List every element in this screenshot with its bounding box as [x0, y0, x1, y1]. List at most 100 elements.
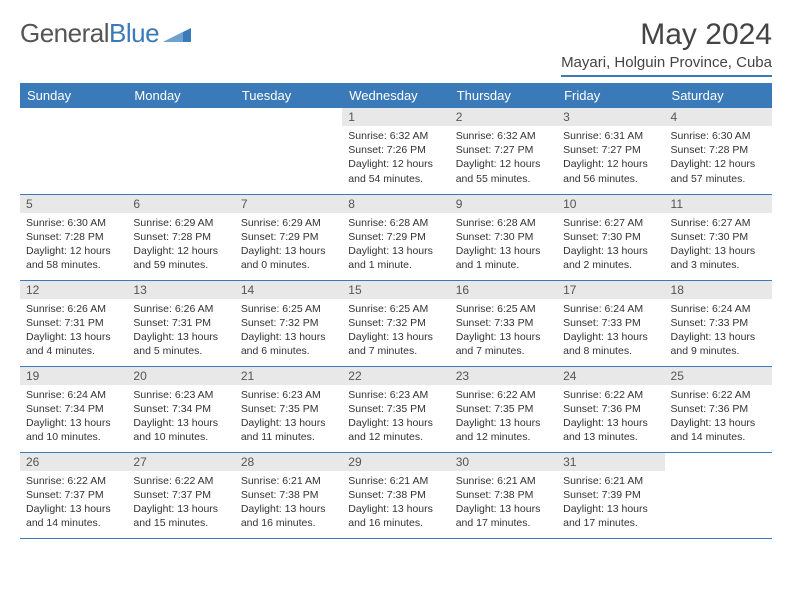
daylight-text-1: Daylight: 13 hours: [563, 330, 658, 344]
calendar-cell: [127, 108, 234, 194]
weekday-header: Thursday: [450, 83, 557, 108]
daylight-text-2: and 54 minutes.: [348, 172, 443, 186]
weekday-header: Tuesday: [235, 83, 342, 108]
daylight-text-2: and 0 minutes.: [241, 258, 336, 272]
daylight-text-1: Daylight: 13 hours: [133, 330, 228, 344]
sunset-text: Sunset: 7:33 PM: [671, 316, 766, 330]
calendar-cell: 20Sunrise: 6:23 AMSunset: 7:34 PMDayligh…: [127, 366, 234, 452]
daylight-text-2: and 55 minutes.: [456, 172, 551, 186]
day-number: 23: [450, 367, 557, 385]
calendar-week: 1Sunrise: 6:32 AMSunset: 7:26 PMDaylight…: [20, 108, 772, 194]
daylight-text-2: and 11 minutes.: [241, 430, 336, 444]
sunset-text: Sunset: 7:26 PM: [348, 143, 443, 157]
day-content: Sunrise: 6:31 AMSunset: 7:27 PMDaylight:…: [557, 126, 664, 189]
calendar-cell: 9Sunrise: 6:28 AMSunset: 7:30 PMDaylight…: [450, 194, 557, 280]
daylight-text-1: Daylight: 13 hours: [348, 502, 443, 516]
sunset-text: Sunset: 7:36 PM: [671, 402, 766, 416]
day-number: 9: [450, 195, 557, 213]
day-number: 27: [127, 453, 234, 471]
logo: GeneralBlue: [20, 18, 191, 49]
day-content: Sunrise: 6:26 AMSunset: 7:31 PMDaylight:…: [127, 299, 234, 362]
day-content: Sunrise: 6:21 AMSunset: 7:38 PMDaylight:…: [235, 471, 342, 534]
daylight-text-2: and 58 minutes.: [26, 258, 121, 272]
weekday-header: Monday: [127, 83, 234, 108]
day-content: Sunrise: 6:29 AMSunset: 7:28 PMDaylight:…: [127, 213, 234, 276]
sunset-text: Sunset: 7:32 PM: [241, 316, 336, 330]
daylight-text-2: and 10 minutes.: [26, 430, 121, 444]
sunrise-text: Sunrise: 6:22 AM: [456, 388, 551, 402]
sunset-text: Sunset: 7:31 PM: [26, 316, 121, 330]
calendar-cell: 19Sunrise: 6:24 AMSunset: 7:34 PMDayligh…: [20, 366, 127, 452]
calendar-cell: 3Sunrise: 6:31 AMSunset: 7:27 PMDaylight…: [557, 108, 664, 194]
sunset-text: Sunset: 7:37 PM: [26, 488, 121, 502]
calendar-week: 19Sunrise: 6:24 AMSunset: 7:34 PMDayligh…: [20, 366, 772, 452]
calendar-cell: 7Sunrise: 6:29 AMSunset: 7:29 PMDaylight…: [235, 194, 342, 280]
sunset-text: Sunset: 7:34 PM: [26, 402, 121, 416]
day-content: Sunrise: 6:24 AMSunset: 7:34 PMDaylight:…: [20, 385, 127, 448]
calendar-head: SundayMondayTuesdayWednesdayThursdayFrid…: [20, 83, 772, 108]
daylight-text-1: Daylight: 13 hours: [26, 502, 121, 516]
day-number: 24: [557, 367, 664, 385]
day-number: 26: [20, 453, 127, 471]
day-number: 3: [557, 108, 664, 126]
sunrise-text: Sunrise: 6:29 AM: [133, 216, 228, 230]
daylight-text-1: Daylight: 13 hours: [241, 244, 336, 258]
daylight-text-2: and 17 minutes.: [456, 516, 551, 530]
calendar-cell: 4Sunrise: 6:30 AMSunset: 7:28 PMDaylight…: [665, 108, 772, 194]
calendar-week: 5Sunrise: 6:30 AMSunset: 7:28 PMDaylight…: [20, 194, 772, 280]
sunrise-text: Sunrise: 6:30 AM: [671, 129, 766, 143]
sunrise-text: Sunrise: 6:22 AM: [133, 474, 228, 488]
sunset-text: Sunset: 7:29 PM: [241, 230, 336, 244]
daylight-text-2: and 8 minutes.: [563, 344, 658, 358]
day-number: 14: [235, 281, 342, 299]
weekday-header: Sunday: [20, 83, 127, 108]
daylight-text-1: Daylight: 13 hours: [348, 330, 443, 344]
day-content: Sunrise: 6:30 AMSunset: 7:28 PMDaylight:…: [665, 126, 772, 189]
day-number: 25: [665, 367, 772, 385]
sunset-text: Sunset: 7:35 PM: [241, 402, 336, 416]
sunset-text: Sunset: 7:35 PM: [456, 402, 551, 416]
daylight-text-2: and 14 minutes.: [671, 430, 766, 444]
day-content: Sunrise: 6:27 AMSunset: 7:30 PMDaylight:…: [665, 213, 772, 276]
daylight-text-1: Daylight: 13 hours: [241, 330, 336, 344]
subtitle: Mayari, Holguin Province, Cuba: [561, 54, 772, 77]
daylight-text-2: and 5 minutes.: [133, 344, 228, 358]
sunrise-text: Sunrise: 6:22 AM: [671, 388, 766, 402]
daylight-text-2: and 6 minutes.: [241, 344, 336, 358]
calendar-cell: 10Sunrise: 6:27 AMSunset: 7:30 PMDayligh…: [557, 194, 664, 280]
calendar-cell: 22Sunrise: 6:23 AMSunset: 7:35 PMDayligh…: [342, 366, 449, 452]
daylight-text-1: Daylight: 13 hours: [241, 416, 336, 430]
logo-text-2: Blue: [109, 18, 159, 49]
title-block: May 2024 Mayari, Holguin Province, Cuba: [561, 18, 772, 77]
sunrise-text: Sunrise: 6:27 AM: [671, 216, 766, 230]
day-number: 7: [235, 195, 342, 213]
sunrise-text: Sunrise: 6:26 AM: [133, 302, 228, 316]
daylight-text-2: and 7 minutes.: [456, 344, 551, 358]
day-content: Sunrise: 6:25 AMSunset: 7:32 PMDaylight:…: [342, 299, 449, 362]
sunrise-text: Sunrise: 6:22 AM: [563, 388, 658, 402]
daylight-text-2: and 59 minutes.: [133, 258, 228, 272]
daylight-text-1: Daylight: 13 hours: [348, 416, 443, 430]
calendar-cell: [235, 108, 342, 194]
sunrise-text: Sunrise: 6:23 AM: [348, 388, 443, 402]
weekday-header: Saturday: [665, 83, 772, 108]
sunset-text: Sunset: 7:34 PM: [133, 402, 228, 416]
calendar-cell: 14Sunrise: 6:25 AMSunset: 7:32 PMDayligh…: [235, 280, 342, 366]
sunset-text: Sunset: 7:27 PM: [456, 143, 551, 157]
calendar-cell: 23Sunrise: 6:22 AMSunset: 7:35 PMDayligh…: [450, 366, 557, 452]
day-number: 18: [665, 281, 772, 299]
day-content: Sunrise: 6:32 AMSunset: 7:27 PMDaylight:…: [450, 126, 557, 189]
day-number: 11: [665, 195, 772, 213]
header: GeneralBlue May 2024 Mayari, Holguin Pro…: [20, 18, 772, 77]
daylight-text-2: and 17 minutes.: [563, 516, 658, 530]
day-number: 28: [235, 453, 342, 471]
sunset-text: Sunset: 7:28 PM: [671, 143, 766, 157]
day-number: 1: [342, 108, 449, 126]
sunrise-text: Sunrise: 6:21 AM: [456, 474, 551, 488]
daylight-text-2: and 9 minutes.: [671, 344, 766, 358]
day-content: Sunrise: 6:22 AMSunset: 7:37 PMDaylight:…: [127, 471, 234, 534]
sunrise-text: Sunrise: 6:21 AM: [348, 474, 443, 488]
day-content: Sunrise: 6:27 AMSunset: 7:30 PMDaylight:…: [557, 213, 664, 276]
daylight-text-2: and 4 minutes.: [26, 344, 121, 358]
day-content: Sunrise: 6:23 AMSunset: 7:34 PMDaylight:…: [127, 385, 234, 448]
